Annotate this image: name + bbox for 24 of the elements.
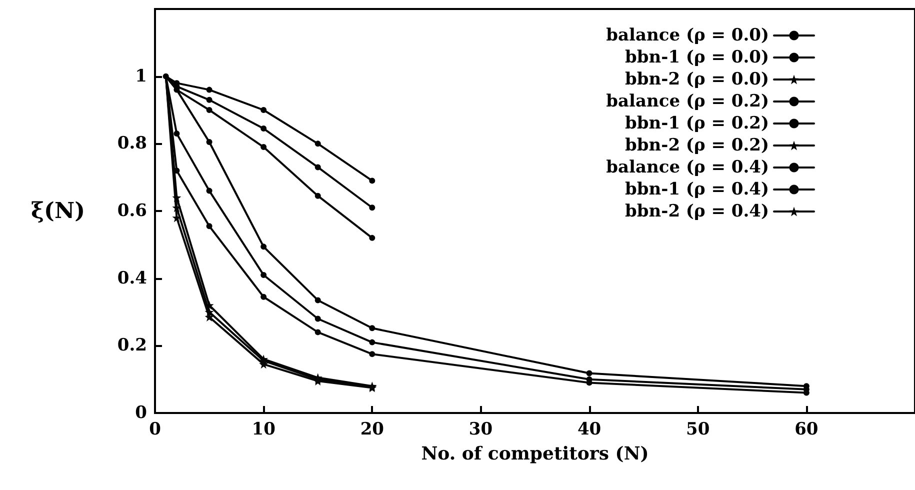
- legend-label: bbn-2 (ρ = 0.2): [625, 136, 769, 156]
- x-axis-title: No. of competitors (N): [421, 444, 649, 464]
- legend-label: bbn-1 (ρ = 0.4): [625, 180, 769, 200]
- x-tick-label: 0: [149, 420, 162, 440]
- x-tick-label: 20: [360, 420, 384, 440]
- legend-label: bbn-2 (ρ = 0.0): [625, 70, 769, 90]
- y-tick-label: 0.4: [117, 268, 148, 288]
- y-tick-label: 0.6: [117, 201, 147, 221]
- y-tick-label: 0.2: [117, 336, 147, 356]
- x-tick-label: 60: [794, 420, 818, 440]
- y-tick-label: 0.8: [117, 134, 147, 154]
- legend-label: bbn-2 (ρ = 0.4): [625, 202, 769, 222]
- x-tick-label: 50: [686, 420, 710, 440]
- legend-label: balance (ρ = 0.0): [606, 26, 769, 46]
- x-tick-label: 30: [468, 420, 493, 440]
- legend-label: bbn-1 (ρ = 0.0): [625, 48, 769, 68]
- legend-label: bbn-1 (ρ = 0.2): [625, 114, 769, 134]
- x-tick-label: 10: [252, 420, 276, 440]
- y-tick-label: 0: [135, 403, 148, 423]
- x-tick-label: 40: [577, 420, 602, 440]
- y-axis-title: ξ(N): [31, 198, 85, 224]
- legend-label: balance (ρ = 0.2): [606, 92, 769, 112]
- y-tick-label: 1: [135, 66, 147, 86]
- legend-label: balance (ρ = 0.4): [606, 158, 769, 178]
